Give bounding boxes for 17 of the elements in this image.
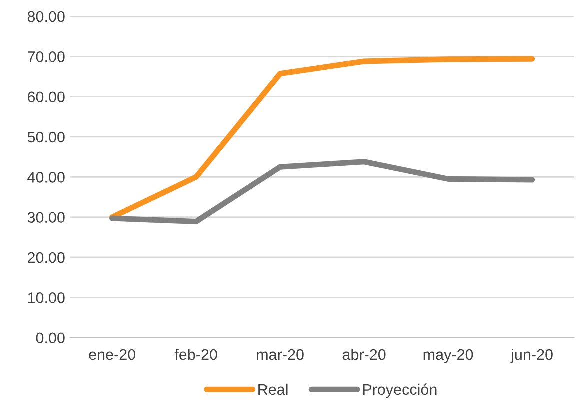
x-tick-label: may-20 (424, 349, 474, 364)
y-tick-label: 70.00 (28, 52, 65, 62)
x-tick-label: mar-20 (257, 349, 304, 360)
x-tick-label: ene-20 (89, 349, 136, 360)
y-tick-label: 10.00 (28, 292, 65, 304)
x-tick-label: feb-20 (174, 348, 218, 360)
x-tick-label: jun-20 (510, 348, 553, 364)
y-tick-label: 80.00 (28, 11, 65, 22)
legend-label: Proyección (363, 384, 437, 398)
y-tick-label: 60.00 (28, 92, 65, 103)
y-tick-label: 0.00 (36, 332, 65, 344)
y-tick-label: 20.00 (28, 252, 65, 264)
x-tick-label: abr-20 (342, 348, 386, 360)
legend-label: Real (258, 384, 288, 396)
y-tick-label: 30.00 (28, 212, 65, 224)
y-tick-label: 50.00 (28, 132, 65, 143)
y-tick-label: 40.00 (28, 172, 65, 183)
